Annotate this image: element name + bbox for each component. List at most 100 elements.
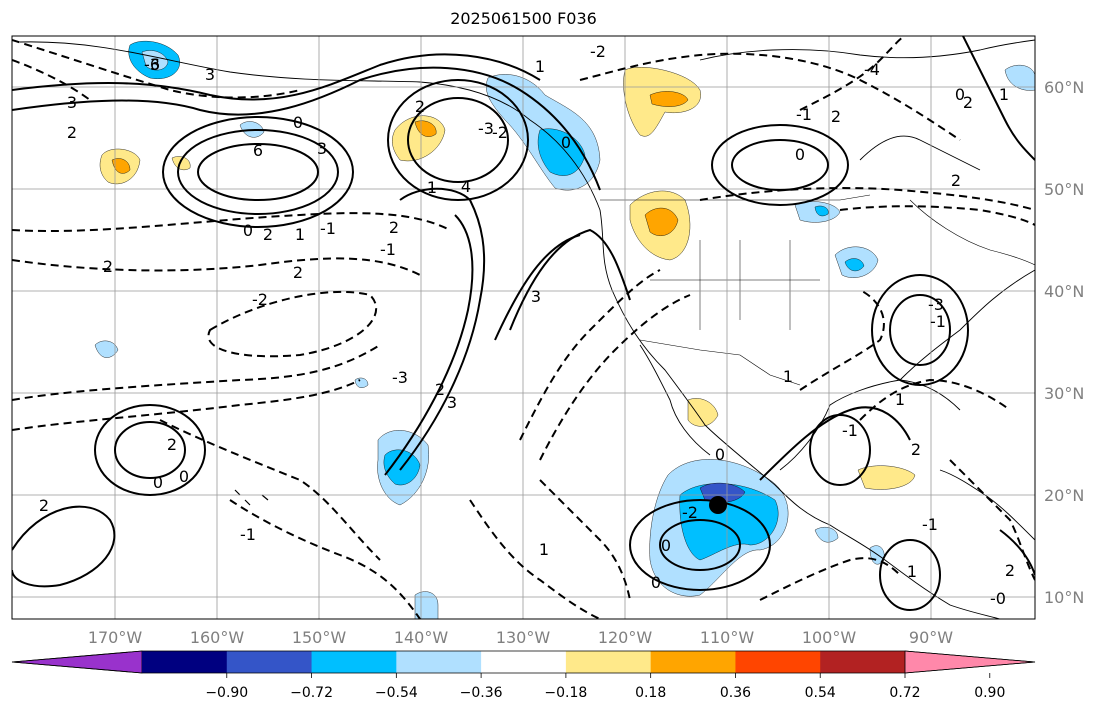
colorbar: −0.90 −0.72 −0.54 −0.36 −0.18 0.18 0.36 0.54 0.7…	[11, 650, 1036, 701]
shade-orange-nw	[649, 91, 689, 107]
contour-label: 3	[317, 139, 327, 158]
shade-orange-w	[111, 158, 131, 174]
colorbar-segment	[226, 651, 313, 673]
colorbar-tick-label: −0.72	[290, 685, 333, 701]
colorbar-segment	[142, 651, 228, 673]
figure-title: 2025061500 F036	[450, 9, 597, 28]
contour-label: 2	[963, 93, 973, 112]
colorbar-segment	[481, 651, 567, 673]
coastline-baja	[639, 344, 711, 456]
colorbar-tick-label: 0.90	[974, 685, 1005, 701]
longitude-label: 170°W	[88, 628, 143, 647]
latitude-label: 30°N	[1044, 384, 1084, 403]
longitude-label: 120°W	[598, 628, 653, 647]
colorbar-tick-label: −0.54	[375, 685, 418, 701]
shade-blue-sw-small	[94, 340, 119, 358]
gridlines	[12, 36, 1035, 619]
contour-label: -2	[492, 123, 508, 142]
latitude-labels: 60°N 50°N 40°N 30°N 20°N 10°N	[1044, 78, 1084, 607]
contour-label: 2	[389, 218, 399, 237]
shade-yellow-w2	[171, 156, 191, 171]
shade-blue-canada-core	[814, 205, 829, 217]
colorbar-segment	[311, 651, 397, 673]
longitude-label: 140°W	[394, 628, 449, 647]
longitude-label: 150°W	[292, 628, 347, 647]
contour-label: 3	[205, 65, 215, 84]
border-east-canada	[909, 199, 1035, 266]
contour-label: 2	[67, 123, 77, 142]
contour-label: 1	[999, 85, 1009, 104]
shade-orange-bc	[644, 207, 679, 236]
contour-label: -3	[392, 368, 408, 387]
shade-blue-mexico-core	[679, 483, 779, 561]
contour-label: 0	[715, 445, 725, 464]
map-area	[12, 36, 1035, 619]
contour-label: 3	[67, 93, 77, 112]
contour-label: 0	[293, 113, 303, 132]
longitude-label: 110°W	[700, 628, 755, 647]
contour-label: -3	[478, 119, 494, 138]
colorbar-tick-label: −0.18	[544, 685, 587, 701]
contour-label: 2	[831, 107, 841, 126]
colorbar-segment	[735, 651, 821, 673]
colorbar-outline	[11, 650, 1036, 674]
colorbar-tick-label: 0.72	[889, 685, 920, 701]
colorbar-tick-label: 0.54	[805, 685, 836, 701]
shade-orange-goa	[414, 120, 437, 137]
contour-label: -1	[380, 240, 396, 259]
contour-label: -1	[240, 525, 256, 544]
shade-blue-pac-small	[814, 527, 839, 543]
shade-blue-s	[414, 591, 439, 619]
contour-label: 0	[153, 473, 163, 492]
coastline-main	[19, 41, 1001, 619]
contour-label: -4	[864, 60, 880, 79]
contour-label: 0	[955, 85, 965, 104]
contour-label: 6	[253, 141, 263, 160]
shade-blue-ne	[1004, 64, 1035, 91]
shade-blue-greatlakes-core	[844, 258, 865, 272]
latitude-label: 50°N	[1044, 180, 1084, 199]
colorbar-segment	[820, 651, 906, 673]
contour-label: 1	[895, 390, 905, 409]
contour-label: 3	[531, 287, 541, 306]
border-us-mexico	[639, 339, 801, 386]
contour-label: -1	[930, 312, 946, 331]
contour-label: 2	[293, 263, 303, 282]
latitude-label: 20°N	[1044, 486, 1084, 505]
contour-label: 1	[295, 225, 305, 244]
solid-contours	[12, 36, 1035, 611]
contour-label: -1	[320, 219, 336, 238]
contour-label: 1	[427, 178, 437, 197]
contour-label: 6	[150, 55, 160, 74]
colorbar-extend-max	[904, 650, 1036, 674]
map-frame	[11, 35, 1036, 620]
contour-label: -0	[990, 589, 1006, 608]
contour-label: -1	[842, 421, 858, 440]
longitude-labels: 170°W 160°W 150°W 140°W 130°W 120°W 110°W 100°W…	[88, 628, 953, 647]
colorbar-tick-label: 0.36	[720, 685, 751, 701]
contour-label: -2	[682, 503, 698, 522]
contour-label: 2	[951, 171, 961, 190]
coastline-gulf	[779, 379, 961, 471]
contour-label: 1	[539, 540, 549, 559]
state-borders	[650, 240, 820, 330]
contour-label: 2	[435, 380, 445, 399]
colorbar-tick-label: −0.36	[460, 685, 503, 701]
contour-label: 0	[179, 467, 189, 486]
coastlines	[19, 39, 1035, 619]
contour-label: 1	[535, 57, 545, 76]
contour-label: 0	[561, 133, 571, 152]
contour-label: 1	[783, 367, 793, 386]
storm-center-marker	[709, 496, 727, 514]
colorbar-segment	[565, 651, 652, 673]
contour-label: 3	[447, 393, 457, 412]
coastline-hudson	[859, 135, 981, 171]
dashed-contours	[12, 36, 1035, 619]
contour-label: 2	[1005, 561, 1015, 580]
longitude-label: 130°W	[496, 628, 551, 647]
contour-label: -1	[922, 515, 938, 534]
contour-label: -3	[928, 295, 944, 314]
colorbar-segment	[650, 651, 736, 673]
